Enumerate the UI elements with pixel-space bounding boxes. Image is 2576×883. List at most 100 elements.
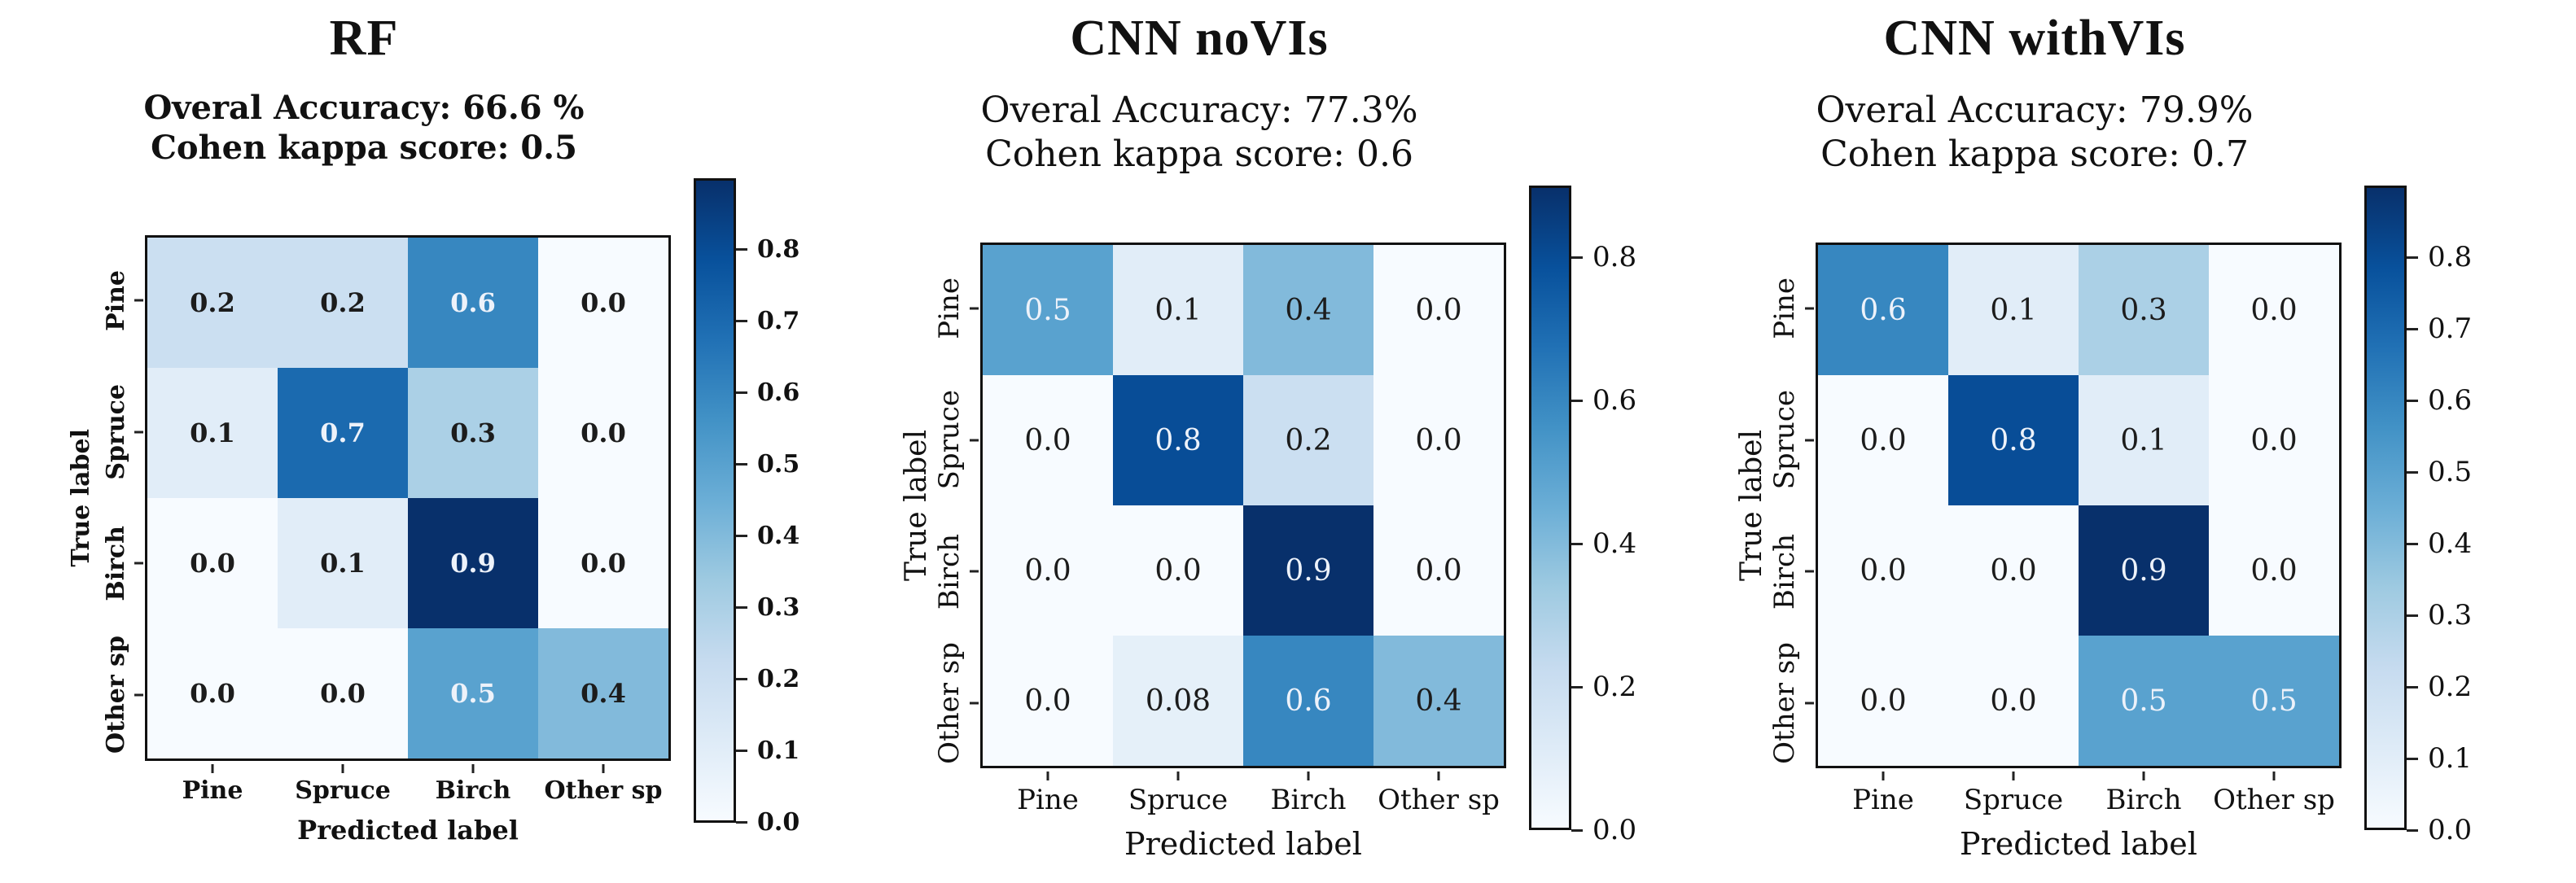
- matrix-cell: 0.4: [538, 627, 668, 758]
- matrix-cell: 0.0: [1818, 636, 1948, 767]
- matrix-cell: 0.8: [1113, 375, 1243, 506]
- x-tick-label: Spruce: [1113, 770, 1243, 816]
- colorbar-wrap: 0.8 0.7 0.6 0.5 0.4 0.3 0.2 0.1 0.0: [2364, 186, 2512, 844]
- matrix-cell: 0.0: [1113, 505, 1243, 636]
- matrix-cell: 0.4: [1373, 636, 1504, 767]
- matrix-cell: 0.0: [1373, 505, 1504, 636]
- matrix-cell: 0.0: [538, 367, 668, 498]
- matrix-cell: 0.9: [408, 497, 538, 628]
- matrix-cell: 0.0: [1818, 375, 1948, 506]
- colorbar-tick-label: 0.8: [2407, 243, 2472, 271]
- x-tick-labels: Pine Spruce Birch Other sp: [145, 763, 671, 805]
- colorbar-tick-label: 0.6: [736, 380, 800, 405]
- y-tick-label: Pine: [1768, 243, 1816, 374]
- matrix-cell: 0.5: [983, 245, 1113, 376]
- y-tick-label: Other sp: [99, 629, 145, 761]
- x-tick-label: Other sp: [538, 763, 668, 805]
- matrix-cell: 0.0: [983, 636, 1113, 767]
- matrix-cell: 0.0: [2209, 375, 2339, 506]
- matrix-cell: 0.3: [408, 367, 538, 498]
- colorbar-tick-label: 0.8: [1571, 243, 1636, 271]
- overall-accuracy-text: Overal Accuracy: 66.6 %: [143, 89, 585, 127]
- matrix-block: 0.2 0.2 0.6 0.0 0.1 0.7 0.3 0.0 0.0 0.1 0.9 0.0 0.0 0…: [145, 234, 671, 846]
- y-tick-label: Spruce: [933, 374, 980, 506]
- colorbar-tick-label: 0.2: [736, 667, 800, 692]
- x-tick-label: Pine: [1818, 770, 1948, 816]
- panel-cnn-withvis: CNN withVIs Overal Accuracy: 79.9% Cohen…: [1733, 10, 2514, 862]
- matrix-cell: 0.6: [408, 237, 538, 368]
- colorbar-tick-label: 0.4: [2407, 530, 2472, 557]
- kappa-score-text: Cohen kappa score: 0.5: [151, 128, 577, 167]
- colorbar-tick-label: 0.5: [2407, 458, 2472, 486]
- matrix-cell: 0.1: [2079, 375, 2209, 506]
- accuracy-subtitle: Overal Accuracy: 77.3% Cohen kappa score…: [897, 89, 1501, 176]
- matrix-cell: 0.0: [983, 505, 1113, 636]
- matrix-cell: 0.0: [2209, 505, 2339, 636]
- y-axis-label: True label: [66, 428, 95, 567]
- colorbar-ticks: 0.8 0.6 0.4 0.2 0.0: [1571, 186, 1677, 844]
- y-axis-label-wrap: True label: [62, 235, 99, 761]
- matrix-cell: 0.6: [1818, 245, 1948, 376]
- matrix-cell: 0.2: [278, 237, 408, 368]
- panel-title: CNN withVIs: [1883, 11, 2186, 66]
- x-tick-label: Spruce: [278, 763, 408, 805]
- matrix-cell: 0.0: [538, 237, 668, 368]
- colorbar-tick-label: 0.3: [736, 595, 800, 620]
- colorbar-tick-label: 0.7: [2407, 315, 2472, 343]
- confusion-matrix: 0.6 0.1 0.3 0.0 0.0 0.8 0.1 0.0 0.0 0.0 0.9 0.0 0.0 0…: [1816, 243, 2342, 769]
- y-tick-labels: Pine Spruce Birch Other sp: [933, 243, 980, 769]
- x-tick-label: Birch: [2079, 770, 2209, 816]
- matrix-cell: 0.2: [147, 237, 278, 368]
- matrix-cell: 0.9: [2079, 505, 2209, 636]
- matrix-cell: 0.6: [1243, 636, 1373, 767]
- x-tick-label: Birch: [1243, 770, 1373, 816]
- x-axis-label: Predicted label: [297, 814, 519, 846]
- matrix-cell: 0.4: [1243, 245, 1373, 376]
- plot-area: True label Pine Spruce Birch Other sp 0.6 0.…: [1733, 186, 2514, 862]
- x-tick-label: Other sp: [1373, 770, 1504, 816]
- matrix-cell: 0.0: [147, 627, 278, 758]
- y-axis-label-wrap: True label: [1733, 243, 1770, 768]
- matrix-block: 0.5 0.1 0.4 0.0 0.0 0.8 0.2 0.0 0.0 0.0 0.9 0.0 0.0 0…: [980, 243, 1506, 862]
- matrix-cell: 0.1: [278, 497, 408, 628]
- matrix-cell: 0.0: [147, 497, 278, 628]
- colorbar-tick-label: 0.0: [736, 810, 800, 835]
- x-axis-label: Predicted label: [1124, 826, 1362, 863]
- colorbar-tick-label: 0.7: [736, 308, 800, 334]
- x-axis-label: Predicted label: [1960, 826, 2197, 863]
- y-tick-label: Other sp: [933, 637, 980, 769]
- matrix-cell: 0.9: [1243, 505, 1373, 636]
- colorbar-ticks: 0.8 0.7 0.6 0.5 0.4 0.3 0.2 0.1 0.0: [2407, 186, 2512, 844]
- y-axis-label: True label: [899, 430, 933, 582]
- matrix-cell: 0.08: [1113, 636, 1243, 767]
- overall-accuracy-text: Overal Accuracy: 79.9%: [1816, 90, 2254, 131]
- colorbar-tick-label: 0.0: [2407, 816, 2472, 844]
- plot-area: True label Pine Spruce Birch Other sp 0.5 0.…: [897, 186, 1679, 862]
- confusion-matrix: 0.2 0.2 0.6 0.0 0.1 0.7 0.3 0.0 0.0 0.1 0.9 0.0 0.0 0…: [145, 234, 671, 761]
- colorbar-wrap: 0.8 0.6 0.4 0.2 0.0: [1529, 186, 1677, 844]
- matrix-cell: 0.0: [1373, 375, 1504, 506]
- matrix-cell: 0.1: [1948, 245, 2079, 376]
- colorbar-tick-label: 0.6: [2407, 387, 2472, 414]
- panel-cnn-novis: CNN noVIs Overal Accuracy: 77.3% Cohen k…: [897, 10, 1679, 862]
- matrix-cell: 0.0: [1948, 636, 2079, 767]
- colorbar-tick-label: 0.5: [736, 452, 800, 477]
- overall-accuracy-text: Overal Accuracy: 77.3%: [980, 90, 1418, 131]
- matrix-cell: 0.7: [278, 367, 408, 498]
- confusion-matrix: 0.5 0.1 0.4 0.0 0.0 0.8 0.2 0.0 0.0 0.0 0.9 0.0 0.0 0…: [980, 243, 1506, 769]
- y-tick-label: Other sp: [1768, 637, 1816, 769]
- matrix-cell: 0.8: [1948, 375, 2079, 506]
- matrix-cell: 0.0: [983, 375, 1113, 506]
- matrix-cell: 0.0: [538, 497, 668, 628]
- colorbar-tick-label: 0.8: [736, 237, 800, 262]
- colorbar-tick-label: 0.0: [1571, 816, 1636, 844]
- colorbar-tick-label: 0.2: [2407, 673, 2472, 701]
- matrix-cell: 0.2: [1243, 375, 1373, 506]
- matrix-cell: 0.5: [2209, 636, 2339, 767]
- matrix-cell: 0.5: [408, 627, 538, 758]
- plot-area: True label Pine Spruce Birch Other sp 0.2 0.…: [62, 177, 843, 846]
- x-tick-label: Other sp: [2209, 770, 2339, 816]
- y-tick-label: Pine: [933, 243, 980, 374]
- y-tick-label: Birch: [99, 498, 145, 630]
- x-tick-labels: Pine Spruce Birch Other sp: [980, 770, 1506, 816]
